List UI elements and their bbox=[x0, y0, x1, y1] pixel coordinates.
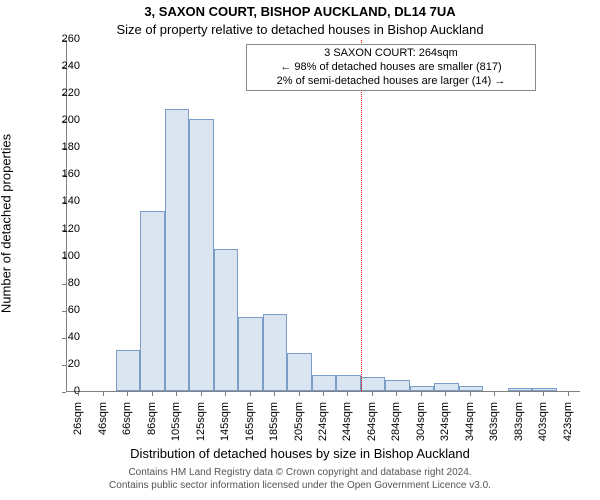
x-tick-mark bbox=[250, 392, 251, 396]
x-tick-mark bbox=[176, 392, 177, 396]
x-tick-label: 224sqm bbox=[317, 402, 329, 446]
annotation-line: ← 98% of detached houses are smaller (81… bbox=[251, 61, 531, 75]
x-tick-mark bbox=[568, 392, 569, 396]
bar bbox=[410, 386, 434, 391]
x-tick-mark bbox=[543, 392, 544, 396]
y-tick-label: 260 bbox=[50, 33, 80, 45]
y-axis-label: Number of detached properties bbox=[0, 134, 14, 313]
reference-line bbox=[361, 40, 362, 391]
bar bbox=[165, 109, 189, 391]
footer-line: Contains public sector information licen… bbox=[0, 479, 600, 492]
bar bbox=[312, 375, 336, 391]
y-tick-label: 40 bbox=[50, 331, 80, 343]
annotation-line: 3 SAXON COURT: 264sqm bbox=[251, 47, 531, 61]
y-tick-label: 240 bbox=[50, 60, 80, 72]
x-tick-mark bbox=[519, 392, 520, 396]
x-tick-mark bbox=[152, 392, 153, 396]
bar bbox=[508, 388, 532, 391]
x-tick-mark bbox=[470, 392, 471, 396]
x-tick-mark bbox=[372, 392, 373, 396]
x-tick-label: 304sqm bbox=[415, 402, 427, 446]
chart-footer: Contains HM Land Registry data © Crown c… bbox=[0, 466, 600, 492]
y-tick-label: 220 bbox=[50, 87, 80, 99]
x-tick-label: 403sqm bbox=[537, 402, 549, 446]
annotation-line: 2% of semi-detached houses are larger (1… bbox=[251, 75, 531, 89]
y-tick-label: 200 bbox=[50, 114, 80, 126]
x-tick-label: 383sqm bbox=[513, 402, 525, 446]
y-tick-label: 80 bbox=[50, 277, 80, 289]
x-tick-label: 66sqm bbox=[121, 402, 133, 446]
bar bbox=[140, 211, 164, 391]
x-tick-label: 423sqm bbox=[562, 402, 574, 446]
bar bbox=[287, 353, 311, 391]
x-tick-label: 105sqm bbox=[170, 402, 182, 446]
chart-title: 3, SAXON COURT, BISHOP AUCKLAND, DL14 7U… bbox=[0, 4, 600, 19]
bar bbox=[361, 377, 385, 391]
bar bbox=[532, 388, 556, 391]
x-tick-mark bbox=[421, 392, 422, 396]
x-tick-label: 125sqm bbox=[195, 402, 207, 446]
y-tick-label: 120 bbox=[50, 223, 80, 235]
x-tick-mark bbox=[299, 392, 300, 396]
x-tick-mark bbox=[445, 392, 446, 396]
x-tick-mark bbox=[103, 392, 104, 396]
y-tick-label: 160 bbox=[50, 168, 80, 180]
x-tick-mark bbox=[127, 392, 128, 396]
x-tick-mark bbox=[396, 392, 397, 396]
x-tick-label: 264sqm bbox=[366, 402, 378, 446]
bar bbox=[434, 383, 458, 391]
x-tick-mark bbox=[347, 392, 348, 396]
x-tick-mark bbox=[323, 392, 324, 396]
bar bbox=[116, 350, 140, 391]
plot-area bbox=[66, 40, 580, 392]
bar bbox=[238, 317, 262, 391]
x-tick-mark bbox=[201, 392, 202, 396]
bar bbox=[214, 249, 238, 391]
x-tick-label: 165sqm bbox=[244, 402, 256, 446]
x-tick-label: 205sqm bbox=[293, 402, 305, 446]
bar bbox=[263, 314, 287, 391]
bar bbox=[385, 380, 409, 391]
x-tick-mark bbox=[274, 392, 275, 396]
x-tick-mark bbox=[78, 392, 79, 396]
x-tick-label: 244sqm bbox=[341, 402, 353, 446]
y-tick-label: 140 bbox=[50, 195, 80, 207]
chart-subtitle: Size of property relative to detached ho… bbox=[0, 22, 600, 37]
y-tick-label: 100 bbox=[50, 250, 80, 262]
x-tick-label: 26sqm bbox=[72, 402, 84, 446]
x-tick-label: 344sqm bbox=[464, 402, 476, 446]
x-tick-label: 185sqm bbox=[268, 402, 280, 446]
bar bbox=[189, 119, 213, 391]
y-tick-label: 180 bbox=[50, 141, 80, 153]
y-tick-label: 60 bbox=[50, 304, 80, 316]
x-tick-label: 145sqm bbox=[219, 402, 231, 446]
annotation-box: 3 SAXON COURT: 264sqm ← 98% of detached … bbox=[246, 44, 536, 91]
bar bbox=[459, 386, 483, 391]
bar bbox=[336, 375, 360, 391]
x-axis-label: Distribution of detached houses by size … bbox=[0, 446, 600, 461]
x-tick-label: 324sqm bbox=[439, 402, 451, 446]
x-tick-label: 363sqm bbox=[488, 402, 500, 446]
x-tick-label: 46sqm bbox=[97, 402, 109, 446]
footer-line: Contains HM Land Registry data © Crown c… bbox=[0, 466, 600, 479]
x-tick-label: 86sqm bbox=[146, 402, 158, 446]
x-tick-label: 284sqm bbox=[390, 402, 402, 446]
y-tick-label: 20 bbox=[50, 358, 80, 370]
y-tick-label: 0 bbox=[50, 385, 80, 397]
x-tick-mark bbox=[494, 392, 495, 396]
x-tick-mark bbox=[225, 392, 226, 396]
